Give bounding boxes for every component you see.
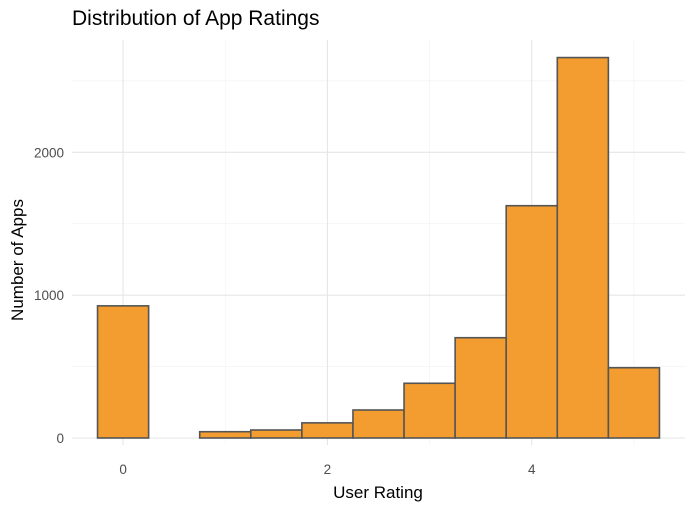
y-tick-label: 0 — [56, 431, 64, 446]
histogram-bar — [607, 366, 661, 439]
histogram-bar — [301, 422, 354, 439]
histogram-bar — [352, 409, 405, 439]
histogram-bar — [96, 305, 150, 439]
y-axis-label: Number of Apps — [8, 199, 27, 321]
chart-title: Distribution of App Ratings — [72, 7, 319, 30]
x-tick-label: 2 — [324, 462, 332, 477]
histogram-bar — [403, 382, 456, 439]
y-tick-label: 2000 — [34, 145, 64, 160]
y-tick-label: 1000 — [34, 288, 64, 303]
histogram-bar — [249, 429, 303, 439]
tick-labels-layer: 0 2 4 0 1000 2000 — [34, 145, 536, 477]
bars-layer — [96, 56, 661, 439]
histogram-bar — [505, 204, 559, 439]
x-tick-label: 4 — [528, 462, 536, 477]
histogram-bar — [454, 336, 508, 439]
x-tick-label: 0 — [119, 462, 127, 477]
x-axis-label: User Rating — [333, 483, 423, 502]
histogram-bar — [556, 56, 610, 439]
histogram-bar — [198, 430, 252, 439]
